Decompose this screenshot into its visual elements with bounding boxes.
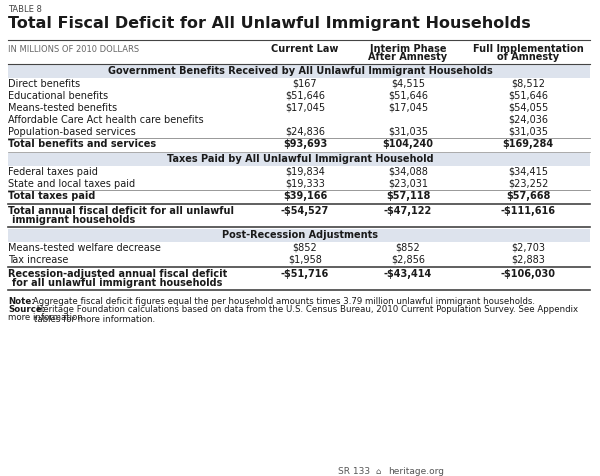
- Text: $93,693: $93,693: [283, 139, 327, 149]
- Text: Heritage Foundation calculations based on data from the U.S. Census Bureau, 2010: Heritage Foundation calculations based o…: [34, 305, 578, 325]
- Text: Interim Phase: Interim Phase: [370, 44, 446, 54]
- Text: $34,415: $34,415: [508, 167, 548, 177]
- Text: $19,333: $19,333: [285, 179, 325, 189]
- Text: $169,284: $169,284: [502, 139, 554, 149]
- Text: Affordable Care Act health care benefits: Affordable Care Act health care benefits: [8, 115, 203, 125]
- Text: Tax increase: Tax increase: [8, 255, 68, 265]
- Text: Aggregate fiscal deficit figures equal the per household amounts times 3.79 mill: Aggregate fiscal deficit figures equal t…: [30, 297, 535, 306]
- Text: $57,668: $57,668: [506, 191, 550, 201]
- Bar: [8, 65, 590, 78]
- Text: Total taxes paid: Total taxes paid: [8, 191, 95, 201]
- Text: Means-tested welfare decrease: Means-tested welfare decrease: [8, 243, 161, 253]
- Text: $17,045: $17,045: [285, 103, 325, 113]
- Text: $2,856: $2,856: [391, 255, 425, 265]
- Text: $1,958: $1,958: [288, 255, 322, 265]
- Text: Post-Recession Adjustments: Post-Recession Adjustments: [222, 230, 378, 240]
- Text: $4,515: $4,515: [391, 79, 425, 89]
- Text: Recession-adjusted annual fiscal deficit: Recession-adjusted annual fiscal deficit: [8, 269, 227, 279]
- Text: $8,512: $8,512: [511, 79, 545, 89]
- Text: $23,252: $23,252: [508, 179, 548, 189]
- Text: $852: $852: [293, 243, 317, 253]
- Text: After Amnesty: After Amnesty: [368, 52, 448, 62]
- Text: $104,240: $104,240: [383, 139, 433, 149]
- Text: $31,035: $31,035: [388, 127, 428, 137]
- Text: -$54,527: -$54,527: [281, 206, 329, 216]
- Text: Population-based services: Population-based services: [8, 127, 136, 137]
- Text: $2,883: $2,883: [511, 255, 545, 265]
- Text: more information.: more information.: [8, 313, 85, 322]
- Text: -$106,030: -$106,030: [500, 269, 556, 279]
- Text: of Amnesty: of Amnesty: [497, 52, 559, 62]
- Text: TABLE 8: TABLE 8: [8, 5, 42, 14]
- Text: Means-tested benefits: Means-tested benefits: [8, 103, 117, 113]
- Text: Taxes Paid by All Unlawful Immigrant Household: Taxes Paid by All Unlawful Immigrant Hou…: [167, 155, 433, 165]
- Text: $19,834: $19,834: [285, 167, 325, 177]
- Text: $167: $167: [293, 79, 317, 89]
- Text: $39,166: $39,166: [283, 191, 327, 201]
- Text: -$111,616: -$111,616: [500, 206, 556, 216]
- Text: Federal taxes paid: Federal taxes paid: [8, 167, 98, 177]
- Bar: [8, 229, 590, 242]
- Text: heritage.org: heritage.org: [388, 467, 444, 476]
- Text: $24,036: $24,036: [508, 115, 548, 125]
- Text: -$43,414: -$43,414: [384, 269, 432, 279]
- Text: $54,055: $54,055: [508, 103, 548, 113]
- Text: $31,035: $31,035: [508, 127, 548, 137]
- Text: Full Implementation: Full Implementation: [473, 44, 583, 54]
- Text: $24,836: $24,836: [285, 127, 325, 137]
- Text: Government Benefits Received by All Unlawful Immigrant Households: Government Benefits Received by All Unla…: [107, 67, 493, 77]
- Text: Current Law: Current Law: [271, 44, 338, 54]
- Text: $852: $852: [395, 243, 421, 253]
- Text: Total Fiscal Deficit for All Unlawful Immigrant Households: Total Fiscal Deficit for All Unlawful Im…: [8, 16, 531, 31]
- Text: $57,118: $57,118: [386, 191, 430, 201]
- Text: Total benefits and services: Total benefits and services: [8, 139, 156, 149]
- Text: Note:: Note:: [8, 297, 35, 306]
- Text: SR 133: SR 133: [338, 467, 370, 476]
- Text: -$51,716: -$51,716: [281, 269, 329, 279]
- Text: for all unlawful immigrant households: for all unlawful immigrant households: [12, 278, 223, 288]
- Text: $23,031: $23,031: [388, 179, 428, 189]
- Text: Educational benefits: Educational benefits: [8, 91, 108, 101]
- Text: $51,646: $51,646: [388, 91, 428, 101]
- Text: IN MILLIONS OF 2010 DOLLARS: IN MILLIONS OF 2010 DOLLARS: [8, 45, 139, 54]
- Text: Direct benefits: Direct benefits: [8, 79, 80, 89]
- Text: $34,088: $34,088: [388, 167, 428, 177]
- Text: $51,646: $51,646: [285, 91, 325, 101]
- Text: immigrant households: immigrant households: [12, 215, 135, 225]
- Text: $2,703: $2,703: [511, 243, 545, 253]
- Text: Total annual fiscal deficit for all unlawful: Total annual fiscal deficit for all unla…: [8, 206, 234, 216]
- Text: $17,045: $17,045: [388, 103, 428, 113]
- Text: Source:: Source:: [8, 305, 45, 314]
- Text: ⌂: ⌂: [375, 467, 380, 476]
- Bar: [8, 153, 590, 166]
- Text: $51,646: $51,646: [508, 91, 548, 101]
- Text: -$47,122: -$47,122: [384, 206, 432, 216]
- Text: State and local taxes paid: State and local taxes paid: [8, 179, 135, 189]
